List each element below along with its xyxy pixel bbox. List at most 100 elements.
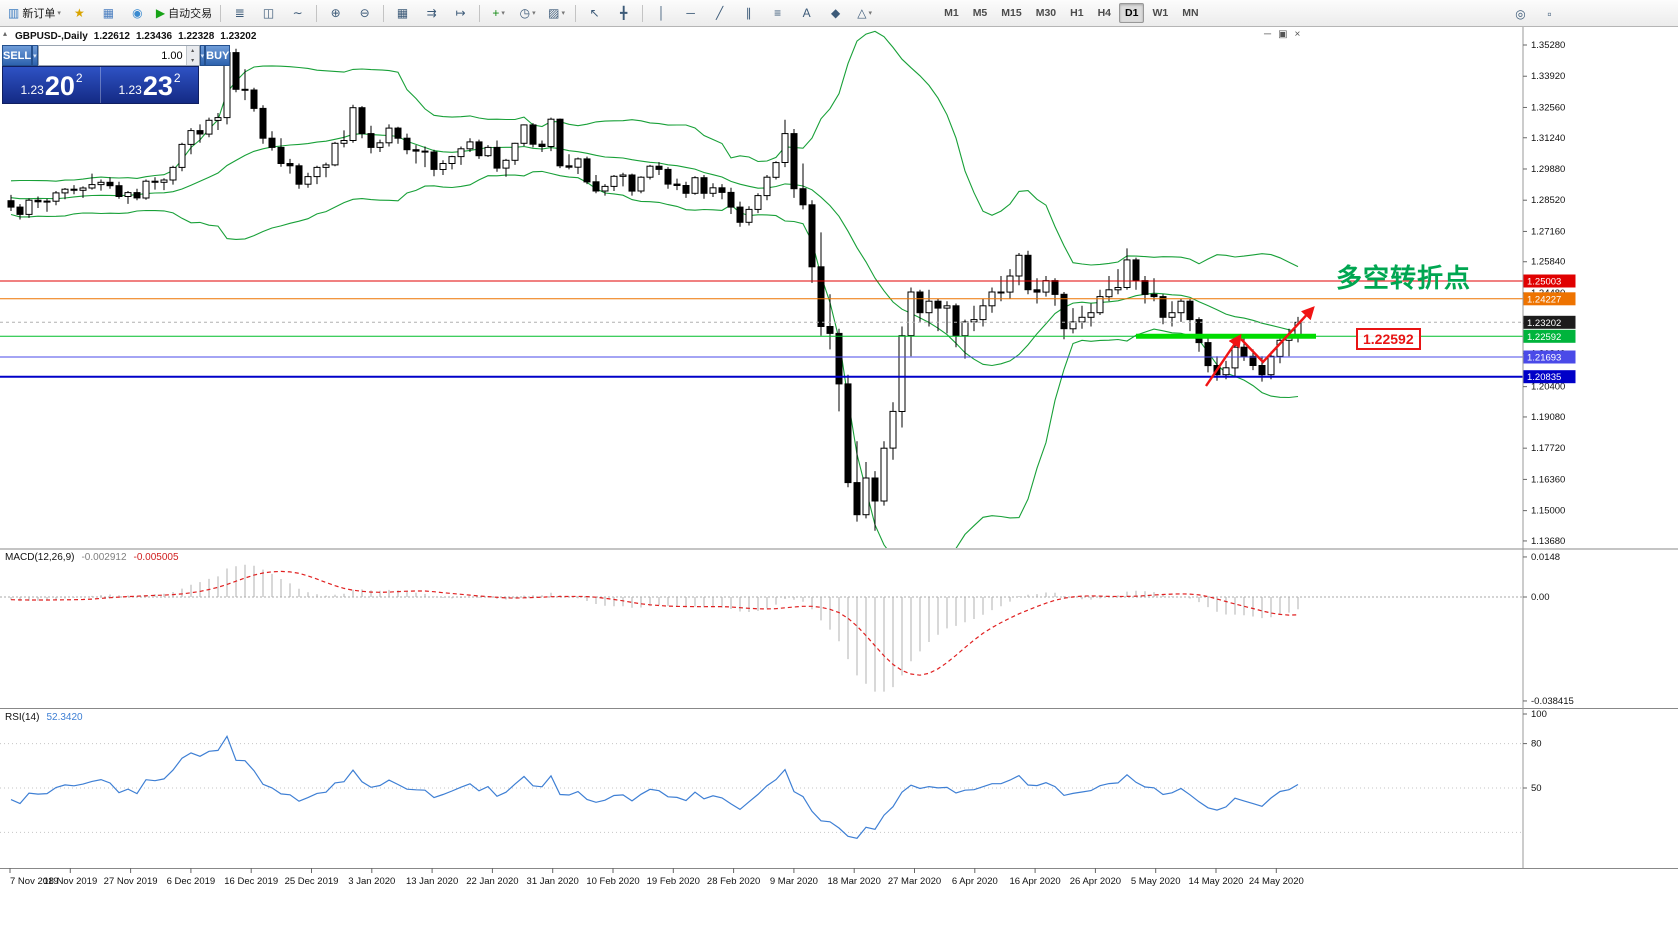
- date-label: 22 Jan 2020: [466, 876, 518, 887]
- periods-button[interactable]: ◷ ▾: [514, 3, 541, 24]
- clock-icon: ◷: [519, 6, 531, 20]
- rsi-indicator-label: RSI(14) 52.3420: [5, 712, 83, 723]
- panel-separators[interactable]: [0, 27, 1678, 869]
- timeframe-h4[interactable]: H4: [1097, 7, 1112, 19]
- sell-options-caret-icon[interactable]: ▾: [32, 45, 38, 66]
- horizontal-line-button[interactable]: ─: [677, 3, 704, 24]
- search-icon: ◎: [1515, 6, 1526, 21]
- minimize-icon[interactable]: ─: [1264, 29, 1272, 40]
- charts-window-button[interactable]: ▦: [95, 3, 122, 24]
- date-label: 3 Jan 2020: [348, 876, 395, 887]
- auto-scroll-button[interactable]: ⇉: [418, 3, 445, 24]
- new-window-icon: ▫: [1547, 6, 1552, 21]
- trend-arrows[interactable]: [1205, 306, 1315, 387]
- tile-windows-icon: ▦: [396, 6, 409, 20]
- horizontal-line-icon: ─: [686, 6, 695, 20]
- volume-up-button[interactable]: ▴: [186, 46, 199, 56]
- timeframe-w1[interactable]: W1: [1152, 7, 1169, 19]
- buy-button[interactable]: BUY: [205, 45, 231, 66]
- search-button[interactable]: ◎: [1507, 3, 1534, 24]
- indicators-button[interactable]: + ▾: [485, 3, 512, 24]
- timeframe-m5[interactable]: M5: [972, 7, 988, 19]
- templates-button[interactable]: ▨ ▾: [543, 3, 570, 24]
- vertical-line-button[interactable]: │: [648, 3, 675, 24]
- shapes-button[interactable]: △ ▾: [851, 3, 878, 24]
- level-callout[interactable]: 1.22592: [1356, 328, 1421, 350]
- sell-price-button[interactable]: 1.23 20 2: [3, 67, 100, 103]
- timeframe-m1[interactable]: M1: [944, 7, 959, 19]
- community-button[interactable]: ◉: [124, 3, 151, 24]
- timeframe-h1[interactable]: H1: [1070, 7, 1084, 19]
- date-label: 28 Feb 2020: [707, 876, 760, 887]
- timeframe-m15[interactable]: M15: [1001, 7, 1022, 19]
- price-axis-label: 1.32560: [1531, 102, 1565, 113]
- fibonacci-button[interactable]: ≡: [764, 3, 791, 24]
- line-chart-icon: ∼: [292, 6, 303, 20]
- one-click-collapse-icon[interactable]: ▴: [3, 29, 8, 38]
- rsi-axis-label: 50: [1531, 783, 1542, 794]
- turning-point-annotation[interactable]: 多空转折点: [1336, 263, 1472, 293]
- macd-panel[interactable]: [0, 564, 1523, 692]
- chart-window-icon: ▦: [102, 6, 115, 20]
- timeframe-m30[interactable]: M30: [1035, 7, 1057, 19]
- main-plot-area[interactable]: [0, 30, 1523, 560]
- trendline-button[interactable]: ╱: [706, 3, 733, 24]
- one-click-trading-panel: SELL ▾ ▴ ▾ ▾ BUY 1.23 20 2 1: [2, 45, 231, 104]
- new-window-button[interactable]: ▫: [1536, 3, 1563, 24]
- date-label: 27 Nov 2019: [104, 876, 158, 887]
- chevron-down-icon: ▾: [868, 10, 872, 17]
- volume-down-button[interactable]: ▾: [186, 55, 199, 65]
- rsi-axis-label: 100: [1531, 709, 1547, 720]
- date-label: 10 Feb 2020: [586, 876, 639, 887]
- toolbar-separator: [479, 4, 481, 22]
- chevron-down-icon: ▾: [57, 10, 61, 17]
- shapes-icon: △: [857, 6, 867, 20]
- chart-info-line: GBPUSD-,Daily 1.22612 1.23436 1.22328 1.…: [15, 31, 256, 42]
- timeframe-mn[interactable]: MN: [1182, 7, 1199, 19]
- bar-chart-button[interactable]: ≣: [226, 3, 253, 24]
- price-divider: [100, 67, 101, 103]
- toolbar-separator: [575, 4, 577, 22]
- open-value: 1.22612: [93, 31, 130, 42]
- price-axis-flag: [1523, 315, 1576, 329]
- crosshair-button[interactable]: ╋: [610, 3, 637, 24]
- zoom-out-button[interactable]: ⊖: [351, 3, 378, 24]
- new-order-button[interactable]: ▥ 新订单 ▾: [5, 3, 64, 24]
- bid-price-pip: 2: [75, 71, 83, 85]
- cursor-button[interactable]: ↖: [581, 3, 608, 24]
- line-chart-button[interactable]: ∼: [284, 3, 311, 24]
- rsi-panel[interactable]: [0, 734, 1523, 839]
- price-axis-label: 1.29880: [1531, 164, 1565, 175]
- price-axis-label: 1.27160: [1531, 226, 1565, 237]
- bollinger-bands: [10, 30, 1299, 548]
- candle-chart-button[interactable]: ◫: [255, 3, 282, 24]
- template-icon: ▨: [548, 6, 560, 20]
- timeframe-d1[interactable]: D1: [1119, 3, 1145, 23]
- volume-input[interactable]: [38, 46, 186, 65]
- auto-trading-button[interactable]: ▶ 自动交易: [153, 3, 215, 24]
- restore-icon[interactable]: ▣: [1278, 29, 1288, 40]
- arrow-label-icon: ◆: [830, 6, 841, 20]
- price-axis-label: 1.16360: [1531, 474, 1565, 485]
- date-label: 31 Jan 2020: [527, 876, 579, 887]
- zoom-in-icon: ⊕: [330, 6, 341, 20]
- price-axis-label: 1.35280: [1531, 40, 1565, 51]
- text-button[interactable]: A: [793, 3, 820, 24]
- price-axis-label: 1.13680: [1531, 536, 1565, 547]
- buy-options-caret-icon[interactable]: ▾: [199, 45, 206, 66]
- chevron-down-icon: ▾: [561, 10, 566, 17]
- rsi-title: RSI(14): [5, 712, 40, 723]
- close-icon[interactable]: ×: [1294, 29, 1301, 40]
- buy-price-button[interactable]: 1.23 23 2: [101, 67, 198, 103]
- new-order-button-label: 新订单: [22, 8, 56, 20]
- favorites-button[interactable]: ★: [66, 3, 93, 24]
- price-axis[interactable]: 1.35280 1.33920 1.32560 1.31240 1.29880 1.285…: [1523, 40, 1576, 794]
- chart-shift-button[interactable]: ↦: [447, 3, 474, 24]
- sell-button[interactable]: SELL: [2, 45, 33, 66]
- zoom-in-button[interactable]: ⊕: [322, 3, 349, 24]
- arrows-button[interactable]: ◆: [822, 3, 849, 24]
- tile-windows-button[interactable]: ▦: [389, 3, 416, 24]
- channel-button[interactable]: ∥: [735, 3, 762, 24]
